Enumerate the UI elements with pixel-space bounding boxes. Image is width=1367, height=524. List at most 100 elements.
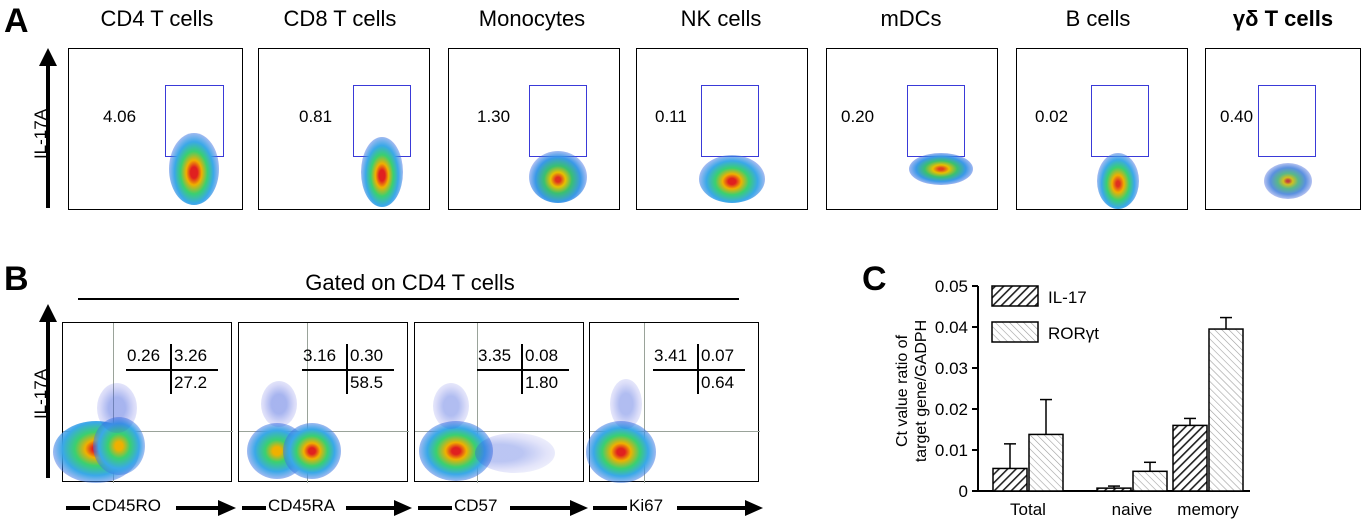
header-rule [78,298,739,300]
bar-total-rorgt [1028,433,1064,492]
x-axis-arrow [418,500,588,516]
x-tick-label: naive [1112,500,1153,519]
gate-value: 0.02 [1035,107,1069,126]
quad-rule-v [521,344,523,394]
bar-memory-il17 [1172,424,1208,492]
flow-plot-a1: 4.06 [68,48,243,210]
legend-swatch [991,285,1039,307]
flow-plot-b2 [238,322,409,483]
quad-top-left: 3.41 [654,346,688,365]
cell-density [93,417,145,475]
quadrant-line [590,431,760,432]
y-tick-label: 0.02 [935,400,968,419]
cell-density [909,153,973,185]
gate-value: 0.81 [299,107,333,126]
quad-rule-h [302,369,394,371]
quad-top-right: 3.26 [174,346,208,365]
gate-value: 0.11 [655,107,687,126]
x-axis-text: CD57 [454,496,498,516]
gate-value: 1.30 [477,107,511,126]
plot-a7-title: γδ T cells [1232,6,1334,31]
quad-bottom-right: 58.5 [350,373,384,392]
y-tick-label: 0.01 [935,441,968,460]
flow-plot-a6: 0.02 [1016,48,1188,210]
cell-density [169,133,219,205]
quad-rule-h [477,369,569,371]
quadrant-line [307,323,308,483]
panel-b-y-arrow [39,304,57,478]
gate-box [701,85,759,157]
panel-b-header: Gated on CD4 T cells [305,270,515,295]
flow-plot-a3: 1.30 [448,48,620,210]
cell-density [586,421,656,483]
bar-naive-il17 [1096,487,1132,492]
bar-chart: 0 0.01 0.02 0.03 0.04 0.05 Total naive memory I… [935,277,1250,519]
x-axis-arrow [593,500,763,516]
x-tick-label: Total [1010,500,1046,519]
gate-value: 4.06 [103,107,137,126]
panel-b-y-label: IL-17A [31,368,50,420]
quad-top-left: 0.26 [127,346,161,365]
cell-density [610,379,642,429]
cell-density [433,383,469,429]
flow-plot-a5: 0.20 [826,48,998,210]
quad-top-right: 0.30 [350,346,384,365]
plot-a2-title: CD8 T cells [283,6,397,31]
quad-rule-h [126,369,218,371]
flow-plot-b1 [53,322,233,483]
x-axis-text: CD45RO [92,496,161,516]
quadrant-line [113,323,114,483]
gate-box [529,85,587,157]
legend-label: RORγt [1048,324,1099,343]
quad-rule-h [653,369,745,371]
y-tick-label: 0.05 [935,277,968,296]
quadrant-line [63,431,233,432]
y-tick-label: 0.04 [935,318,968,337]
cell-density [419,421,493,481]
cell-density [1264,163,1312,199]
plot-a5-title: mDCs [880,6,942,31]
flow-plot-a4: 0.11 [636,48,808,210]
flow-plot-b3 [414,322,585,483]
legend-label: IL-17 [1048,288,1087,307]
bar-memory-rorgt [1208,328,1244,492]
quadrant-line [415,431,585,432]
x-axis-arrow [66,500,236,516]
plot-a1-title: CD4 T cells [100,6,214,31]
quad-rule-v [170,344,172,394]
panel-c-letter: C [862,260,887,298]
gate-box [907,85,965,157]
quad-top-left: 3.35 [478,346,512,365]
x-tick-label: memory [1177,500,1239,519]
gate-value: 0.40 [1220,107,1254,126]
cell-density [261,381,297,427]
gate-value: 0.20 [841,107,875,126]
panel-b-letter: B [4,260,29,298]
gate-box [1258,85,1316,157]
flow-plot-a7: 0.40 [1205,48,1361,210]
x-axis-text: Ki67 [629,496,664,516]
y-tick-label: 0.03 [935,359,968,378]
quad-top-right: 0.07 [701,346,735,365]
flow-plot-a2: 0.81 [258,48,430,210]
quad-bottom-right: 1.80 [525,373,559,392]
quad-top-left: 3.16 [303,346,337,365]
panel-a-letter: A [4,2,29,40]
quad-rule-v [346,344,348,394]
cell-density [283,423,341,479]
x-axis-text: CD45RA [268,496,336,516]
panel-a-y-arrow [39,48,57,208]
cell-density [529,151,587,203]
quad-bottom-right: 27.2 [174,373,208,392]
quadrant-line [477,323,478,483]
cell-density [361,137,403,207]
quad-top-right: 0.08 [525,346,559,365]
panel-a-y-label: IL-17A [31,108,50,160]
bar-naive-rorgt [1132,470,1168,492]
chart-axes: 0 0.01 0.02 0.03 0.04 0.05 [935,277,1250,501]
cell-density [475,433,555,473]
cell-density [699,155,765,203]
chart-legend: IL-17 RORγt [991,285,1099,343]
quad-rule-v [697,344,699,394]
gate-box [1091,85,1149,157]
